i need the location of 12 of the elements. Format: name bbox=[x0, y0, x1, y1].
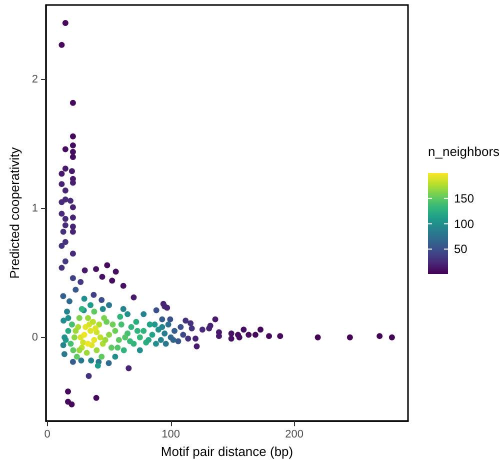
y-tick-label: 2 bbox=[32, 74, 38, 86]
color-bar-label: 150 bbox=[454, 191, 474, 206]
y-tick-label: 0 bbox=[32, 331, 38, 344]
x-tick-label: 200 bbox=[285, 428, 304, 441]
x-tick-label: 0 bbox=[44, 428, 50, 441]
color-bar-title: n_neighbors bbox=[428, 144, 500, 159]
y-tick-label: 1 bbox=[32, 202, 38, 215]
x-tick-label: 100 bbox=[162, 428, 180, 441]
y-axis-title: Predicted cooperativity bbox=[7, 146, 22, 279]
color-bar-label: 100 bbox=[454, 216, 474, 231]
x-axis-title: Motif pair distance (bp) bbox=[160, 444, 294, 459]
color-bar-label: 50 bbox=[454, 242, 468, 256]
